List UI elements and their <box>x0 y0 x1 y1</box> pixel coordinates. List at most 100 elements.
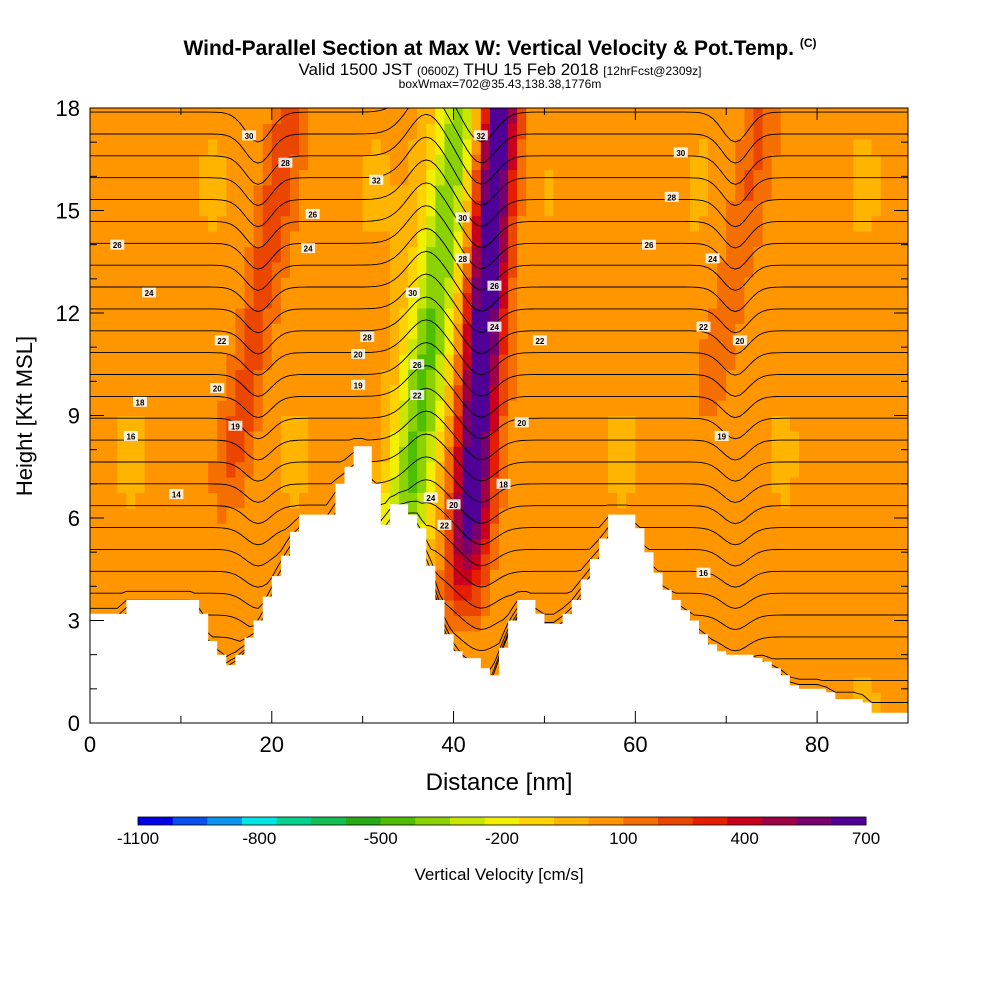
w-cell <box>99 400 109 417</box>
w-cell <box>471 246 482 263</box>
w-cell <box>317 123 327 140</box>
w-cell <box>380 323 391 340</box>
w-cell <box>726 184 736 201</box>
w-cell <box>471 261 482 278</box>
w-cell <box>289 354 300 370</box>
w-cell <box>480 200 491 217</box>
w-cell <box>399 369 409 386</box>
w-cell <box>562 492 573 509</box>
w-cell <box>571 523 582 540</box>
w-cell <box>162 446 173 463</box>
w-cell <box>280 184 291 201</box>
w-cell <box>880 292 891 309</box>
w-cell <box>726 138 736 155</box>
w-cell <box>408 277 418 294</box>
w-cell <box>553 108 564 124</box>
w-cell <box>462 538 473 555</box>
w-cell <box>635 154 646 171</box>
w-cell <box>553 184 564 201</box>
w-cell <box>508 246 518 263</box>
w-cell <box>262 108 273 124</box>
w-cell <box>744 538 755 555</box>
w-cell <box>589 492 600 509</box>
w-cell <box>853 507 864 524</box>
w-cell <box>798 154 809 171</box>
w-cell <box>462 108 473 124</box>
w-cell <box>417 307 427 324</box>
w-cell <box>644 446 655 463</box>
w-cell <box>544 415 555 432</box>
w-cell <box>135 400 146 417</box>
w-cell <box>389 446 400 463</box>
w-cell <box>471 646 482 663</box>
w-cell <box>771 615 782 632</box>
w-cell <box>471 138 482 155</box>
w-cell <box>508 138 518 155</box>
w-cell <box>680 538 691 555</box>
w-cell <box>362 231 373 247</box>
w-cell <box>117 354 127 370</box>
w-cell <box>408 307 418 324</box>
w-cell <box>671 338 682 355</box>
w-cell <box>199 400 209 417</box>
w-cell <box>271 292 282 309</box>
w-cell <box>117 553 127 570</box>
w-cell <box>826 523 836 540</box>
w-cell <box>662 108 673 124</box>
w-cell <box>871 630 882 647</box>
w-cell <box>653 400 664 417</box>
w-cell <box>844 108 855 124</box>
w-cell <box>689 584 700 601</box>
w-cell <box>335 184 346 201</box>
w-cell <box>362 338 373 355</box>
w-cell <box>635 184 646 201</box>
w-cell <box>744 354 755 370</box>
w-cell <box>717 338 727 355</box>
contour-label-bg <box>487 321 502 332</box>
w-cell <box>289 415 300 432</box>
w-cell <box>808 538 818 555</box>
w-cell <box>199 584 209 601</box>
contour-label-bg <box>301 243 316 254</box>
w-cell <box>171 184 182 201</box>
colorbar-tick-label: -500 <box>364 829 398 848</box>
copyright-mark: (C) <box>799 36 817 50</box>
w-cell <box>408 123 418 140</box>
w-cell <box>335 446 346 463</box>
w-cell <box>826 138 836 155</box>
w-cell <box>780 215 791 232</box>
w-cell <box>844 446 855 463</box>
w-cell <box>789 584 800 601</box>
w-cell <box>126 231 137 247</box>
w-cell <box>789 261 800 278</box>
w-cell <box>180 154 191 171</box>
w-cell <box>399 246 409 263</box>
w-cell <box>608 477 618 493</box>
w-cell <box>553 400 564 417</box>
w-cell <box>353 261 364 278</box>
w-cell <box>871 292 882 309</box>
w-cell <box>589 400 600 417</box>
theta-contour-line <box>90 319 908 376</box>
w-cell <box>853 277 864 294</box>
colorbar-swatch <box>588 817 624 825</box>
contour-label-bg <box>696 321 711 332</box>
w-cell <box>698 400 709 417</box>
w-cell <box>253 354 264 370</box>
w-cell <box>798 354 809 370</box>
w-cell <box>126 246 137 263</box>
w-cell <box>235 446 246 463</box>
w-cell <box>808 400 818 417</box>
w-cell <box>726 169 736 186</box>
w-cell <box>571 123 582 140</box>
w-cell <box>808 384 818 401</box>
w-cell <box>380 123 391 140</box>
w-cell <box>208 600 218 616</box>
w-cell <box>717 138 727 155</box>
w-cell <box>208 138 218 155</box>
w-cell <box>808 646 818 663</box>
w-cell <box>535 538 546 555</box>
w-cell <box>380 108 391 124</box>
w-cell <box>762 430 773 447</box>
w-cell <box>517 200 527 217</box>
